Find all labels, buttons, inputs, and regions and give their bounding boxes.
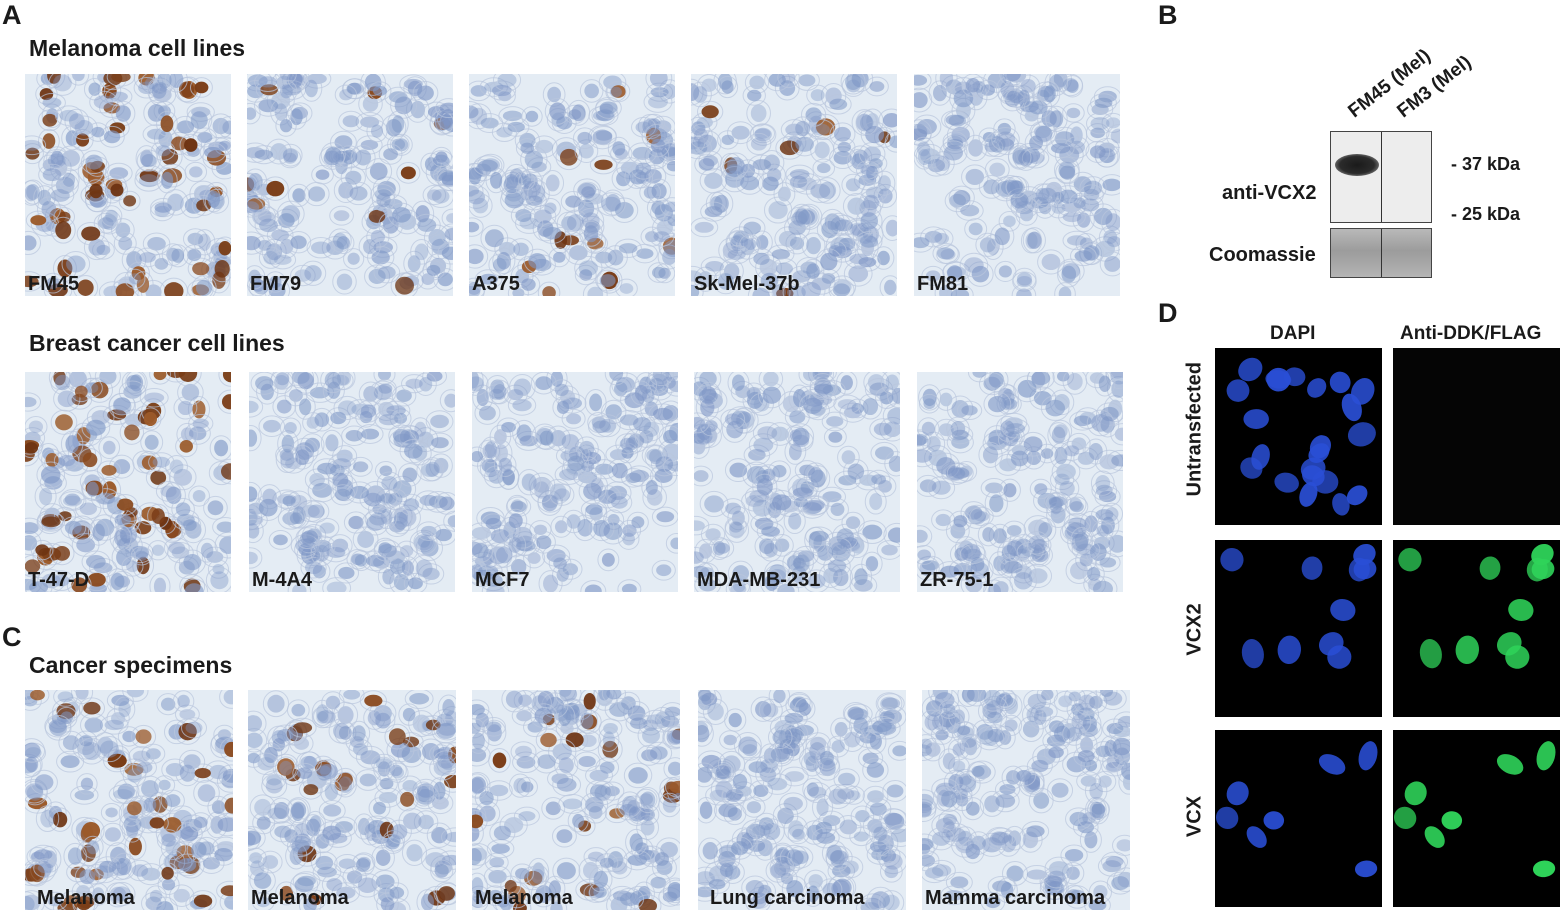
flag-image [1398,543,1555,669]
ihc-tile: Melanoma [248,690,456,910]
coomassie-strip [1330,228,1432,278]
tile-label: Sk-Mel-37b [694,273,800,295]
cell-image [472,372,678,592]
ihc-tile: Melanoma [472,690,680,910]
ihc-tile: ZR-75-1 [917,372,1123,592]
panel-letter-b: B [1158,0,1178,30]
lane-divider [1381,229,1382,277]
tile-label: A375 [472,273,520,295]
lane-divider [1381,132,1382,222]
tile-label: MCF7 [475,569,530,591]
fluorescence-image [1393,348,1560,525]
marker-37kda: - 37 kDa [1451,154,1521,174]
breast-row-title: Breast cancer cell lines [29,330,285,356]
fluorescence-image [1393,540,1560,717]
fluorescence-image [1393,730,1560,907]
tile-label: Melanoma [475,887,573,909]
cell-image [469,74,675,296]
row-label-untransfected: Untransfected [1183,362,1206,497]
column-header-dapi: DAPI [1270,323,1316,344]
tile-label: M-4A4 [252,569,313,591]
ihc-tile: FM79 [247,74,453,296]
tile-label: T-47-D [28,569,90,591]
ihc-tile: FM45 [25,74,231,296]
ihc-tile: Sk-Mel-37b [691,74,897,296]
dapi-image [1215,741,1378,878]
fluorescence-image [1215,348,1382,525]
cell-image [25,690,233,910]
dapi-image [1220,543,1377,669]
panel-letter-c: C [2,622,22,652]
row-label-vcx2: VCX2 [1183,603,1206,656]
tile-label: Mamma carcinoma [925,887,1106,909]
cell-image [694,372,900,592]
column-header-flag: Anti-DDK/FLAG [1400,323,1542,344]
cell-image [25,372,231,592]
flag-image [1393,741,1556,878]
cell-image [698,690,906,910]
ihc-tile: M-4A4 [249,372,455,592]
cell-image [922,690,1130,910]
cell-image [248,690,456,910]
cell-image [25,74,231,296]
loading-control-label: Coomassie [1209,244,1316,266]
tile-label: MDA-MB-231 [697,569,821,591]
fluorescence-image [1215,730,1382,907]
row-label-vcx: VCX [1183,795,1206,838]
ihc-tile: MDA-MB-231 [694,372,900,592]
cell-image [917,372,1123,592]
panel-letter-d: D [1158,298,1178,328]
tile-label: ZR-75-1 [920,569,994,591]
tile-label: FM79 [250,273,302,295]
cell-image [249,372,455,592]
ihc-tile: A375 [469,74,675,296]
ihc-tile: Lung carcinoma [698,690,906,910]
vcx2-band [1335,154,1379,176]
cell-image [247,74,453,296]
cell-image [691,74,897,296]
dapi-image [1226,357,1376,516]
ihc-tile: Mamma carcinoma [922,690,1130,910]
cell-image [914,74,1120,296]
ihc-tile: MCF7 [472,372,678,592]
ihc-tile: FM81 [914,74,1120,296]
antibody-label: anti-VCX2 [1222,182,1317,204]
cell-image [472,690,680,910]
tile-label: Lung carcinoma [710,887,865,909]
panel-letter-a: A [2,0,22,30]
specimens-row-title: Cancer specimens [29,652,233,678]
tile-label: Melanoma [37,887,135,909]
tile-label: Melanoma [251,887,349,909]
fluorescence-image [1215,540,1382,717]
tile-label: FM45 [28,273,80,295]
ihc-tile: T-47-D [25,372,231,592]
western-blot-main [1330,131,1432,223]
melanoma-row-title: Melanoma cell lines [29,35,246,61]
marker-25kda: - 25 kDa [1451,204,1521,224]
tile-label: FM81 [917,273,969,295]
ihc-tile: Melanoma [25,690,233,910]
flag-image [1393,348,1560,525]
